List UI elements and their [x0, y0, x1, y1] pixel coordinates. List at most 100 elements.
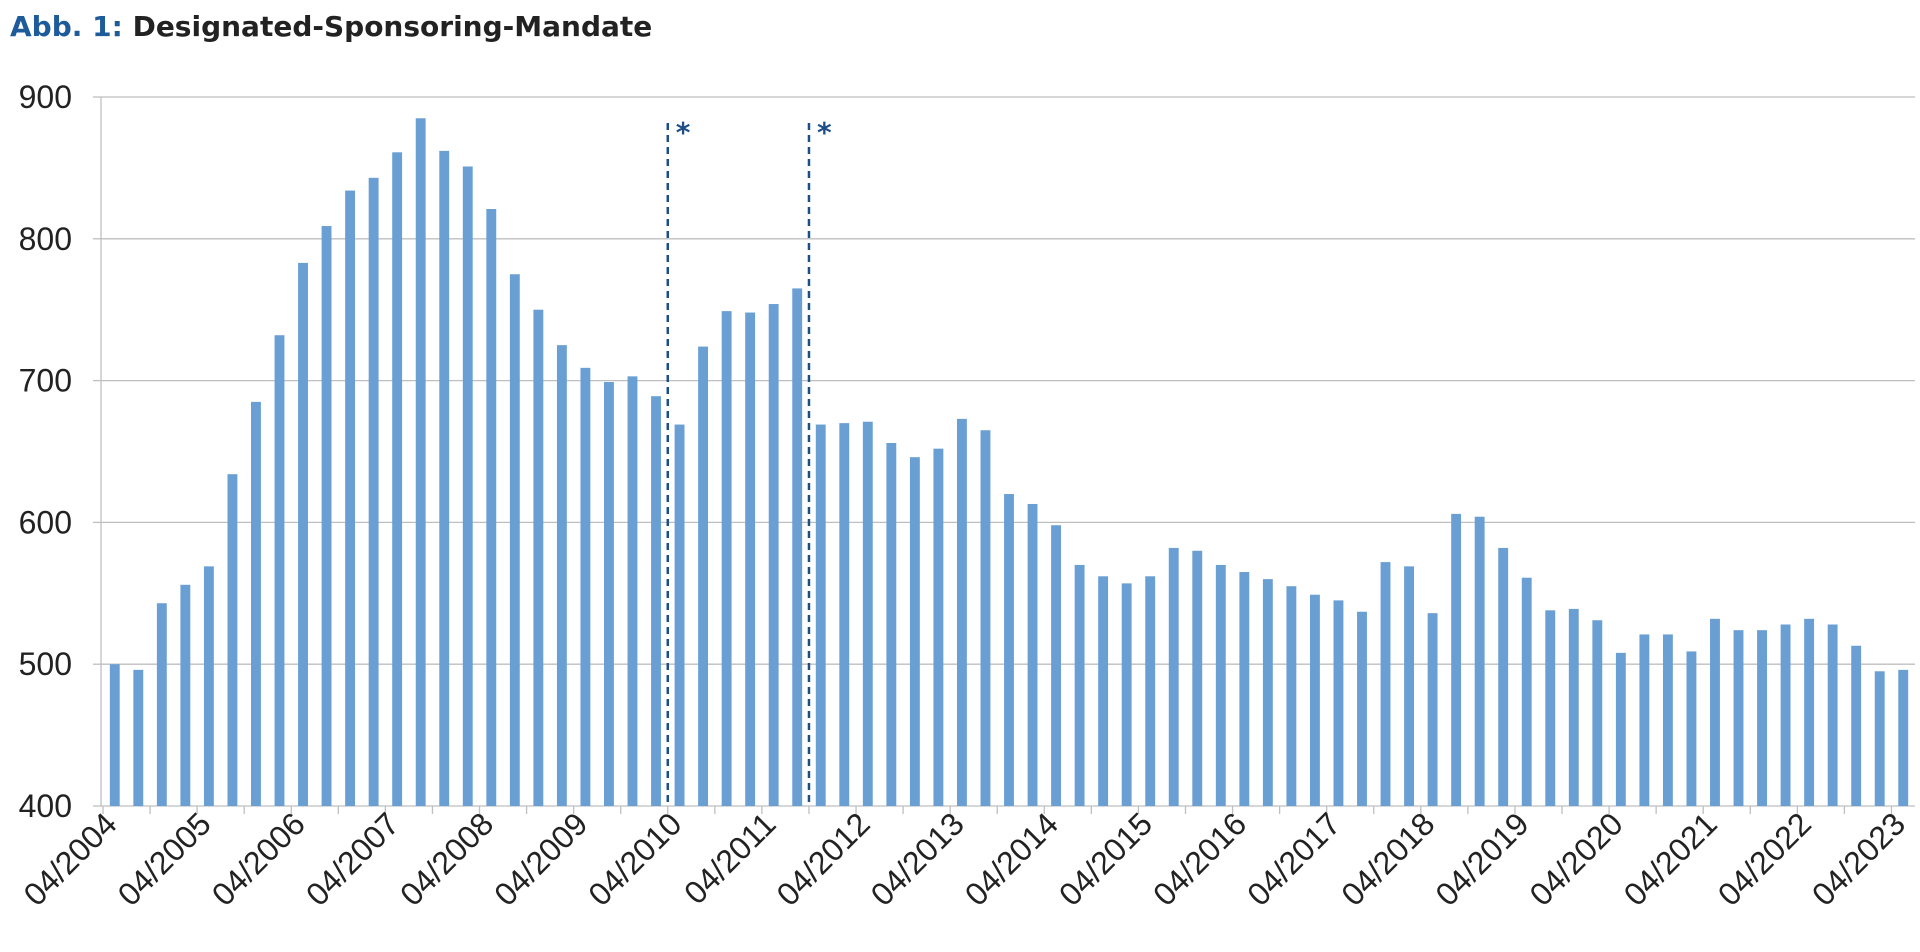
x-tick-label: 04/2006: [205, 805, 312, 912]
bar: [1451, 513, 1462, 806]
x-tick-label: 04/2015: [1052, 805, 1159, 912]
bar: [1686, 651, 1697, 806]
bar: [1192, 550, 1203, 806]
bar: [203, 566, 214, 806]
bar: [580, 367, 591, 806]
bar: [368, 177, 379, 807]
x-tick-label: 04/2016: [1146, 805, 1253, 912]
y-tick-label: 800: [19, 221, 72, 257]
x-tick-label: 04/2017: [1240, 805, 1347, 912]
bar: [1239, 572, 1250, 806]
bar: [862, 421, 873, 806]
y-tick-label: 400: [19, 788, 72, 824]
bar: [1874, 671, 1885, 806]
bar: [1121, 583, 1132, 806]
bar: [556, 345, 567, 806]
bar: [1215, 564, 1226, 806]
bar: [1804, 618, 1815, 806]
y-tick-label: 900: [19, 79, 72, 115]
bar: [298, 262, 308, 806]
bar: [345, 190, 356, 806]
y-tick-label: 600: [19, 504, 72, 540]
marker-asterisk: *: [676, 116, 691, 149]
x-tick-label: 04/2005: [111, 805, 218, 912]
bar: [109, 664, 120, 806]
bar: [509, 274, 520, 806]
x-tick-label: 04/2010: [581, 805, 688, 912]
bar: [1710, 618, 1720, 806]
x-tick-label: 04/2023: [1805, 805, 1912, 912]
bar: [698, 346, 709, 806]
bar: [1780, 624, 1791, 806]
figure-title: Designated-Sponsoring-Mandate: [132, 10, 653, 43]
bar: [486, 209, 497, 807]
bar: [839, 423, 850, 806]
bar: [1404, 566, 1414, 806]
figure-label: Abb. 1:: [10, 10, 123, 43]
bar: [886, 442, 897, 806]
bar: [792, 288, 803, 806]
bar: [439, 150, 450, 806]
bar: [321, 226, 332, 807]
bar: [1474, 516, 1485, 806]
bar: [1262, 579, 1273, 806]
bar: [674, 424, 685, 806]
bar: [1074, 564, 1085, 806]
x-tick-label: 04/2019: [1428, 805, 1535, 912]
bar: [156, 603, 167, 806]
bar: [1027, 503, 1038, 806]
x-tick-label: 04/2020: [1523, 805, 1630, 912]
x-tick-label: 04/2011: [677, 805, 783, 911]
x-tick-label: 04/2014: [958, 805, 1065, 912]
bar: [251, 401, 261, 806]
x-tick-label: 04/2012: [770, 805, 877, 912]
bar: [1380, 562, 1391, 806]
bar: [1004, 494, 1014, 806]
x-tick-label: 04/2022: [1711, 805, 1818, 912]
bar: [721, 311, 732, 806]
bar: [1851, 645, 1862, 806]
chart-title: Abb. 1: Designated-Sponsoring-Mandate: [10, 10, 652, 43]
bar: [1145, 576, 1156, 806]
bar: [392, 152, 403, 806]
bar: [227, 474, 238, 806]
x-tick-label: 04/2009: [487, 805, 594, 912]
bar: [627, 376, 638, 806]
bar: [180, 584, 191, 806]
x-tick-label: 04/2007: [299, 805, 406, 912]
bar: [980, 430, 991, 806]
bar: [133, 669, 144, 806]
bar: [1615, 652, 1626, 806]
bar: [1333, 600, 1344, 806]
bar: [1098, 576, 1109, 806]
bar: [1827, 624, 1838, 806]
bar: [1521, 577, 1532, 806]
bar: [1568, 608, 1579, 806]
bar: [1733, 630, 1744, 806]
bar: [1639, 634, 1650, 806]
bar: [604, 382, 614, 806]
bar: [1545, 610, 1556, 806]
bar: [415, 118, 426, 806]
bar: [768, 304, 779, 806]
bar: [1757, 630, 1767, 806]
y-tick-label: 500: [19, 646, 72, 682]
bar: [533, 309, 544, 806]
bar: [1898, 669, 1909, 806]
bar: [956, 418, 967, 806]
bar: [651, 396, 661, 806]
bar: [1286, 586, 1297, 806]
bar: [1051, 525, 1062, 806]
bar: [745, 312, 756, 806]
y-tick-label: 700: [19, 363, 72, 399]
bar: [462, 166, 473, 806]
bar: [1592, 620, 1603, 806]
bar: [909, 457, 920, 806]
bar: [933, 448, 944, 806]
bar: [1309, 594, 1320, 806]
x-tick-label: 04/2018: [1334, 805, 1441, 912]
bar: [1662, 634, 1673, 806]
bar: [1498, 547, 1509, 806]
marker-asterisk: *: [817, 116, 832, 149]
